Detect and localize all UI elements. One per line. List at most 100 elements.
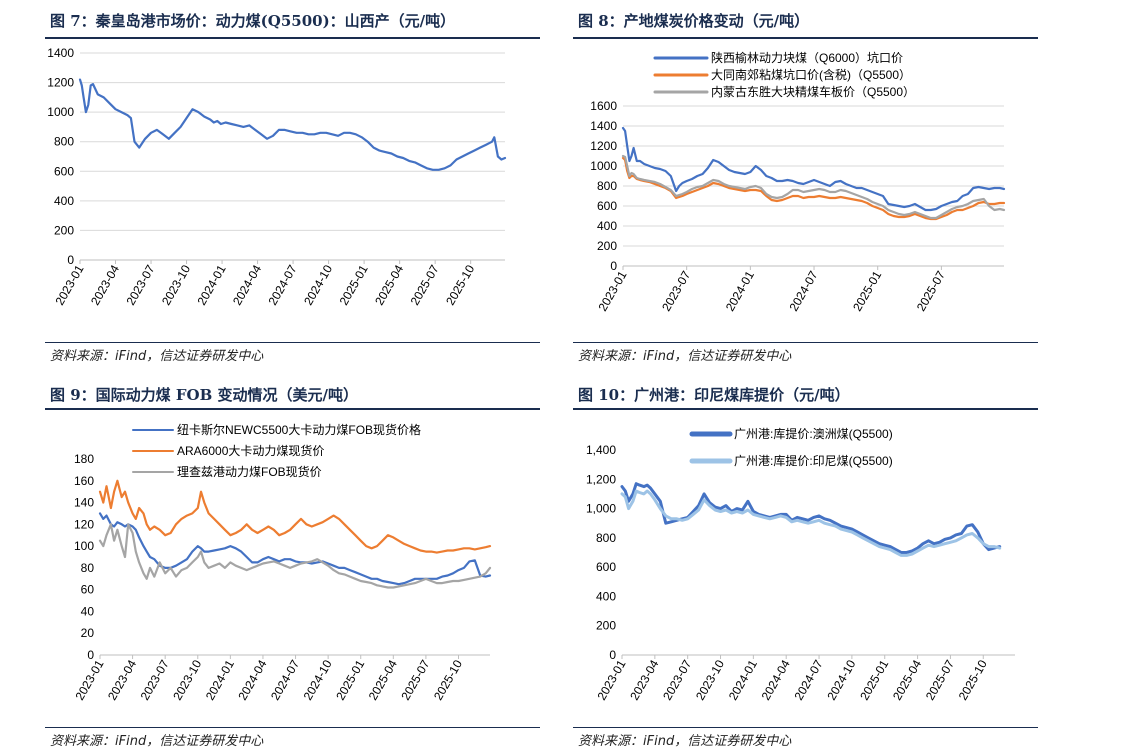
p10-xtick-label: 2024-01 [726,657,760,702]
p8-ytick-label: 1000 [590,159,617,173]
p10-legend-label: 广州港:库提价:澳洲煤(Q5500) [734,426,893,441]
p7-ytick-label: 1400 [47,46,74,60]
p7-xtick-label: 2024-10 [301,262,335,307]
p9-legend-label: 纽卡斯尔NEWC5500大卡动力煤FOB现货价格 [177,422,421,437]
fig8-top-rule [573,37,1038,39]
p8-xtick-label: 2023-07 [659,268,693,313]
p7-xtick-label: 2024-04 [230,262,264,307]
p7-xtick-label: 2024-01 [195,262,229,307]
panel-fig9: 图 9：国际动力煤 FOB 变动情况（美元/吨） 0 20 40 60 80 100 120… [0,376,560,753]
p9-xtick-label: 2023-04 [105,657,139,702]
p8-xtick-label: 2023-01 [595,268,629,313]
fig9-bottom-rule [45,727,540,728]
p10-ytick-label: 800 [596,531,616,545]
p9-xtick-label: 2025-04 [366,657,400,702]
p8-ytick-label: 600 [597,199,617,213]
p9-xtick-label: 2025-01 [333,657,367,702]
fig8-bottom-rule [573,342,1038,343]
p10-ytick-label: 1,400 [586,443,616,457]
p10-ytick-label: 0 [609,648,616,662]
p9-ytick-label: 100 [74,539,94,553]
panel-fig10: 图 10：广州港：印尼煤库提价（元/吨） 0 200 400 600 800 1,000 1… [568,376,1137,753]
p10-series-line [620,489,1002,557]
p10-xtick-label: 2024-04 [759,657,793,702]
p7-xtick-label: 2023-04 [88,262,122,307]
p9-series-line [98,512,492,586]
p9-ytick-label: 0 [87,648,94,662]
p7-xtick-label: 2025-01 [337,262,371,307]
fig8-chart: 0 200 400 600 800 1000 1200 1400 1600 2023-01 2023… [590,50,1006,314]
p10-ytick-label: 1,200 [586,472,616,486]
p8-ytick-label: 200 [597,239,617,253]
p9-series-line [98,523,492,589]
p8-legend-label: 大同南郊粘煤坑口价(含税)（Q5500） [711,67,911,82]
p7-xtick-label: 2023-07 [123,262,157,307]
fig7-top-rule [45,37,540,39]
p8-series-line [621,126,1006,212]
p10-ytick-label: 1,000 [586,502,616,516]
p8-ytick-label: 1400 [590,119,617,133]
p10-ytick-label: 600 [596,560,616,574]
p10-xtick-label: 2023-10 [693,657,727,702]
p7-series-line [78,78,507,171]
p9-legend-label: ARA6000大卡动力煤现货价 [177,443,324,458]
p10-xtick-label: 2025-04 [890,657,924,702]
p10-series-line [620,482,1002,554]
p9-ytick-label: 120 [74,517,94,531]
p7-xtick-label: 2025-10 [443,262,477,307]
panel-fig7: 图 7：秦皇岛港市场价：动力煤(Q5500)：山西产（元/吨） 0 200 400 6… [0,0,560,376]
fig9-top-rule [45,408,540,410]
p9-xtick-label: 2025-10 [431,657,465,702]
p9-ytick-label: 20 [81,626,95,640]
fig10-top-rule [573,408,1038,410]
p7-xtick-label: 2024-07 [266,262,300,307]
p8-ytick-label: 0 [610,259,617,273]
p7-ytick-label: 1000 [47,105,74,119]
p9-xtick-label: 2024-01 [203,657,237,702]
fig9-source: 资料来源：iFind，信达证券研发中心 [50,734,264,749]
p9-xtick-label: 2024-04 [235,657,269,702]
p10-xtick-label: 2024-07 [791,657,825,702]
p8-ytick-label: 400 [597,219,617,233]
p10-xtick-label: 2025-01 [857,657,891,702]
p10-ytick-label: 400 [596,589,616,603]
p8-series-line [621,156,1006,221]
p9-xtick-label: 2025-07 [398,657,432,702]
p10-xtick-label: 2023-07 [660,657,694,702]
p7-ytick-label: 0 [67,253,74,267]
p9-xtick-label: 2023-10 [170,657,204,702]
fig9-title: 图 9：国际动力煤 FOB 变动情况（美元/吨） [50,386,358,404]
p7-ytick-label: 1200 [47,76,74,90]
p7-ytick-label: 400 [54,194,74,208]
p8-xtick-label: 2025-01 [850,268,884,313]
p8-xtick-label: 2025-07 [914,268,948,313]
p8-xtick-label: 2024-01 [723,268,757,313]
fig8-title: 图 8：产地煤炭价格变动（元/吨） [578,12,810,30]
p8-series-line [621,154,1006,220]
p7-xtick-label: 2025-07 [408,262,442,307]
p7-xtick-label: 2025-04 [372,262,406,307]
p9-ytick-label: 180 [74,452,94,466]
fig7-bottom-rule [45,342,540,343]
fig7-source: 资料来源：iFind，信达证券研发中心 [50,349,264,364]
p7-ytick-label: 600 [54,164,74,178]
p9-xtick-label: 2023-01 [72,657,106,702]
p10-legend-label: 广州港:库提价:印尼煤(Q5500) [734,453,893,468]
p9-legend-label: 理查兹港动力煤FOB现货价 [177,464,322,479]
p10-ytick-label: 200 [596,619,616,633]
p9-ytick-label: 60 [81,583,95,597]
p10-xtick-label: 2025-10 [956,657,990,702]
p8-ytick-label: 800 [597,179,617,193]
fig10-chart: 02004006008001,0001,2001,4002023-012023-… [586,426,1015,703]
p9-xtick-label: 2023-07 [138,657,172,702]
fig8-source: 资料来源：iFind，信达证券研发中心 [578,349,792,364]
fig9-chart: 0204060801001201401601802023-012023-0420… [72,422,492,703]
p10-xtick-label: 2023-04 [627,657,661,702]
p9-ytick-label: 160 [74,474,94,488]
p10-xtick-label: 2023-01 [594,657,628,702]
p7-xtick-label: 2023-01 [52,262,86,307]
fig10-source: 资料来源：iFind，信达证券研发中心 [578,734,792,749]
panel-fig8: 图 8：产地煤炭价格变动（元/吨） 0 200 400 600 800 1000 1200 1… [568,0,1137,376]
p8-ytick-label: 1600 [590,99,617,113]
